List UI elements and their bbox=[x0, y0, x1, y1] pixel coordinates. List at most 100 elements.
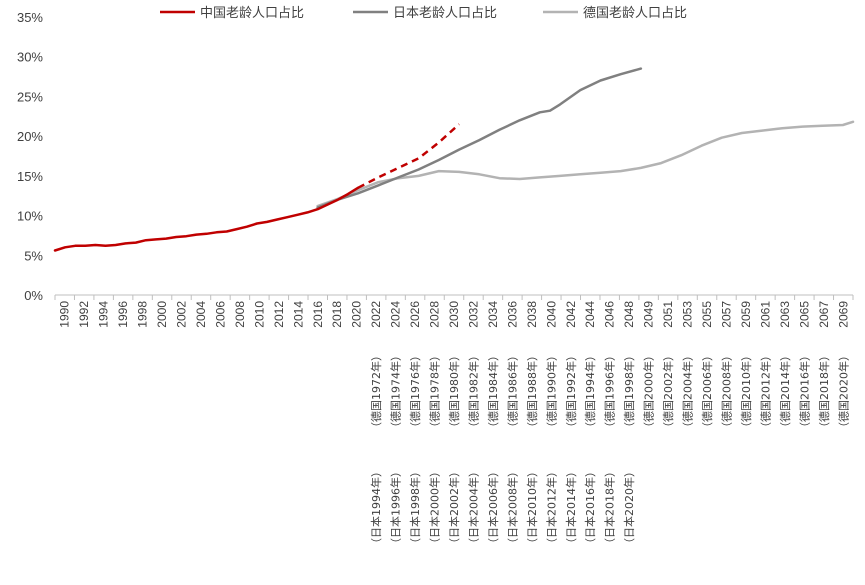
germany-year-label: （德国1972年） bbox=[369, 350, 383, 433]
x-tick-label: 2055 bbox=[700, 301, 714, 328]
germany-year-label: （德国2018年） bbox=[817, 350, 831, 433]
series-line-1 bbox=[357, 123, 460, 189]
x-tick-label: 2053 bbox=[681, 301, 695, 328]
germany-year-label: （德国2004年） bbox=[681, 350, 695, 433]
y-tick-label: 35% bbox=[17, 10, 43, 25]
germany-year-label: （德国1994年） bbox=[583, 350, 597, 433]
germany-year-label: （德国2000年） bbox=[642, 350, 656, 433]
germany-year-label: （德国1982年） bbox=[466, 350, 480, 433]
germany-year-labels: （德国1972年） （德国1974年） （德国1976年） （德国1978年） （德国1… bbox=[369, 350, 850, 433]
series-lines bbox=[53, 67, 855, 252]
y-axis: 0% 5% 10% 15% 20% 25% 30% 35% bbox=[17, 10, 43, 303]
x-tick-label: 2063 bbox=[778, 301, 792, 328]
germany-year-label: （德国1986年） bbox=[505, 350, 519, 433]
x-tick-label: 2004 bbox=[194, 301, 208, 328]
x-tick-label: 1996 bbox=[116, 301, 130, 328]
x-tick-label: 2028 bbox=[428, 301, 442, 328]
y-tick-label: 5% bbox=[24, 248, 43, 263]
germany-year-label: （德国1980年） bbox=[447, 350, 461, 433]
germany-year-label: （德国1974年） bbox=[389, 350, 403, 433]
x-tick-label: 1994 bbox=[97, 301, 111, 328]
x-tick-label: 1990 bbox=[58, 301, 72, 328]
germany-year-label: （德国1996年） bbox=[603, 350, 617, 433]
x-tick-label: 2059 bbox=[739, 301, 753, 328]
japan-year-label: （日本2016年） bbox=[583, 466, 597, 549]
germany-year-label: （德国1978年） bbox=[428, 350, 442, 433]
x-tick-label: 2038 bbox=[525, 301, 539, 328]
x-tick-label: 2042 bbox=[564, 301, 578, 328]
x-tick-label: 2036 bbox=[505, 301, 519, 328]
legend-label-china: 中国老龄人口占比 bbox=[200, 6, 304, 21]
x-tick-label: 2024 bbox=[389, 301, 403, 328]
x-tick-label: 2048 bbox=[622, 301, 636, 328]
x-tick-label: 2002 bbox=[175, 301, 189, 328]
series-line-3 bbox=[316, 120, 855, 208]
germany-year-label: （德国1998年） bbox=[622, 350, 636, 433]
germany-year-label: （德国2016年） bbox=[797, 350, 811, 433]
x-tick-label: 2046 bbox=[603, 301, 617, 328]
japan-year-label: （日本2000年） bbox=[428, 466, 442, 549]
germany-year-label: （德国2012年） bbox=[758, 350, 772, 433]
germany-year-label: （德国1988年） bbox=[525, 350, 539, 433]
series-line-2 bbox=[316, 67, 643, 209]
japan-year-label: （日本2020年） bbox=[622, 466, 636, 549]
x-tick-label: 2030 bbox=[447, 301, 461, 328]
japan-year-label: （日本1994年） bbox=[369, 466, 383, 549]
x-tick-label: 2057 bbox=[719, 301, 733, 328]
germany-year-label: （德国2020年） bbox=[836, 350, 850, 433]
x-tick-label: 2020 bbox=[350, 301, 364, 328]
x-tick-label: 2049 bbox=[642, 301, 656, 328]
x-tick-label: 2016 bbox=[311, 301, 325, 328]
japan-year-label: （日本2008年） bbox=[505, 466, 519, 549]
x-tick-label: 1992 bbox=[77, 301, 91, 328]
germany-year-label: （德国2010年） bbox=[739, 350, 753, 433]
series-line-0 bbox=[53, 186, 360, 252]
x-tick-label: 2018 bbox=[330, 301, 344, 328]
x-tick-label: 2000 bbox=[155, 301, 169, 328]
japan-year-label: （日本2004年） bbox=[466, 466, 480, 549]
germany-year-label: （德国1976年） bbox=[408, 350, 422, 433]
x-tick-label: 2022 bbox=[369, 301, 383, 328]
x-tick-label: 2034 bbox=[486, 301, 500, 328]
japan-year-label: （日本2018年） bbox=[603, 466, 617, 549]
y-tick-label: 30% bbox=[17, 50, 43, 65]
japan-year-label: （日本2014年） bbox=[564, 466, 578, 549]
germany-year-label: （德国1990年） bbox=[544, 350, 558, 433]
x-tick-label: 2067 bbox=[817, 301, 831, 328]
y-tick-label: 0% bbox=[24, 288, 43, 303]
y-tick-label: 20% bbox=[17, 129, 43, 144]
legend-label-japan: 日本老龄人口占比 bbox=[393, 6, 497, 21]
x-tick-label: 1998 bbox=[136, 301, 150, 328]
x-tick-label: 2012 bbox=[272, 301, 286, 328]
germany-year-label: （德国1992年） bbox=[564, 350, 578, 433]
x-tick-label: 2032 bbox=[466, 301, 480, 328]
japan-year-label: （日本2002年） bbox=[447, 466, 461, 549]
x-tick-label: 2065 bbox=[797, 301, 811, 328]
germany-year-label: （德国2002年） bbox=[661, 350, 675, 433]
japan-year-labels: （日本1994年） （日本1996年） （日本1998年） （日本2000年） （日本2… bbox=[369, 466, 636, 549]
germany-year-label: （德国2014年） bbox=[778, 350, 792, 433]
x-tick-label: 2051 bbox=[661, 301, 675, 328]
x-tick-label: 2010 bbox=[252, 301, 266, 328]
x-tick-label: 2014 bbox=[291, 301, 305, 328]
japan-year-label: （日本2006年） bbox=[486, 466, 500, 549]
x-tick-label: 2044 bbox=[583, 301, 597, 328]
germany-year-label: （德国2008年） bbox=[719, 350, 733, 433]
germany-year-label: （德国1984年） bbox=[486, 350, 500, 433]
japan-year-label: （日本1998年） bbox=[408, 466, 422, 549]
germany-year-label: （德国2006年） bbox=[700, 350, 714, 433]
japan-year-label: （日本1996年） bbox=[389, 466, 403, 549]
x-axis: 1990 1992 1994 1996 1998 2000 2002 2004 2006 2008… bbox=[54, 294, 854, 328]
x-tick-label: 2008 bbox=[233, 301, 247, 328]
legend-label-germany: 德国老龄人口占比 bbox=[583, 6, 687, 21]
x-tick-label: 2040 bbox=[544, 301, 558, 328]
x-tick-label: 2061 bbox=[758, 301, 772, 328]
japan-year-label: （日本2010年） bbox=[525, 466, 539, 549]
x-tick-label: 2006 bbox=[213, 301, 227, 328]
x-tick-label: 2069 bbox=[836, 301, 850, 328]
legend: 中国老龄人口占比 日本老龄人口占比 德国老龄人口占比 bbox=[160, 6, 687, 21]
y-tick-label: 10% bbox=[17, 209, 43, 224]
japan-year-label: （日本2012年） bbox=[544, 466, 558, 549]
x-tick-label: 2026 bbox=[408, 301, 422, 328]
